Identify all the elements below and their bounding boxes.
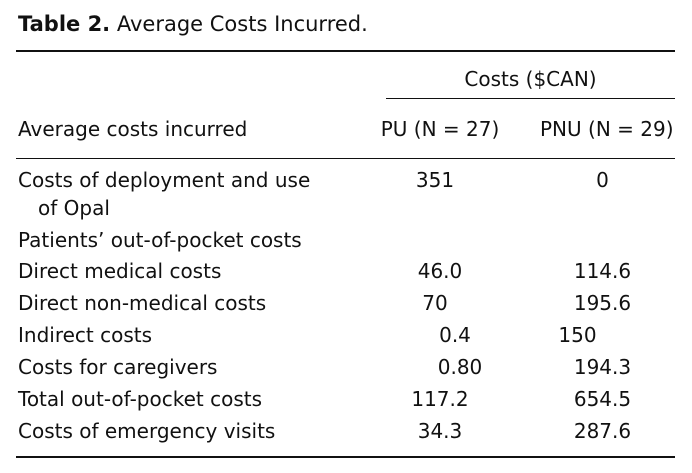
cell-pu: 0.80 — [437, 355, 483, 379]
spanning-header-rule — [386, 98, 675, 99]
bottom-rule — [16, 456, 675, 458]
column-header-pu: PU (N = 27) — [380, 117, 500, 141]
cell-pnu: 114.6 — [573, 259, 632, 283]
cell-pnu: 0 — [596, 168, 609, 192]
row-label: Costs of deployment and use — [18, 168, 311, 192]
cell-pu: 70 — [422, 291, 448, 315]
cell-pnu: 150 — [558, 323, 597, 347]
row-label: Costs for caregivers — [18, 355, 218, 379]
cell-pu: 46.0 — [417, 259, 463, 283]
row-label: Indirect costs — [18, 323, 153, 347]
stub-header: Average costs incurred — [18, 117, 248, 141]
column-header-pnu: PNU (N = 29) — [540, 117, 674, 141]
cell-pnu: 195.6 — [573, 291, 632, 315]
cell-pu: 351 — [415, 168, 455, 192]
row-label-continued: of Opal — [38, 196, 110, 220]
cell-pnu: 654.5 — [573, 387, 632, 411]
cell-pnu: 287.6 — [573, 419, 632, 443]
row-label: Total out-of-pocket costs — [18, 387, 263, 411]
row-label: Direct non-medical costs — [18, 291, 267, 315]
header-rule — [16, 158, 675, 159]
cell-pu: 0.4 — [439, 323, 471, 347]
spanning-header-costs: Costs ($CAN) — [464, 67, 597, 91]
table-caption-title: Average Costs Incurred. — [116, 12, 368, 36]
cell-pu: 117.2 — [411, 387, 469, 411]
cell-pu: 34.3 — [417, 419, 463, 443]
row-label: Costs of emergency visits — [18, 419, 276, 443]
table-caption: Table 2. Average Costs Incurred. — [18, 12, 368, 36]
table-caption-label: Table 2. — [18, 12, 111, 36]
top-rule — [16, 50, 675, 52]
row-label: Direct medical costs — [18, 259, 222, 283]
row-label: Patients’ out-of-pocket costs — [18, 228, 302, 252]
cell-pnu: 194.3 — [573, 355, 632, 379]
